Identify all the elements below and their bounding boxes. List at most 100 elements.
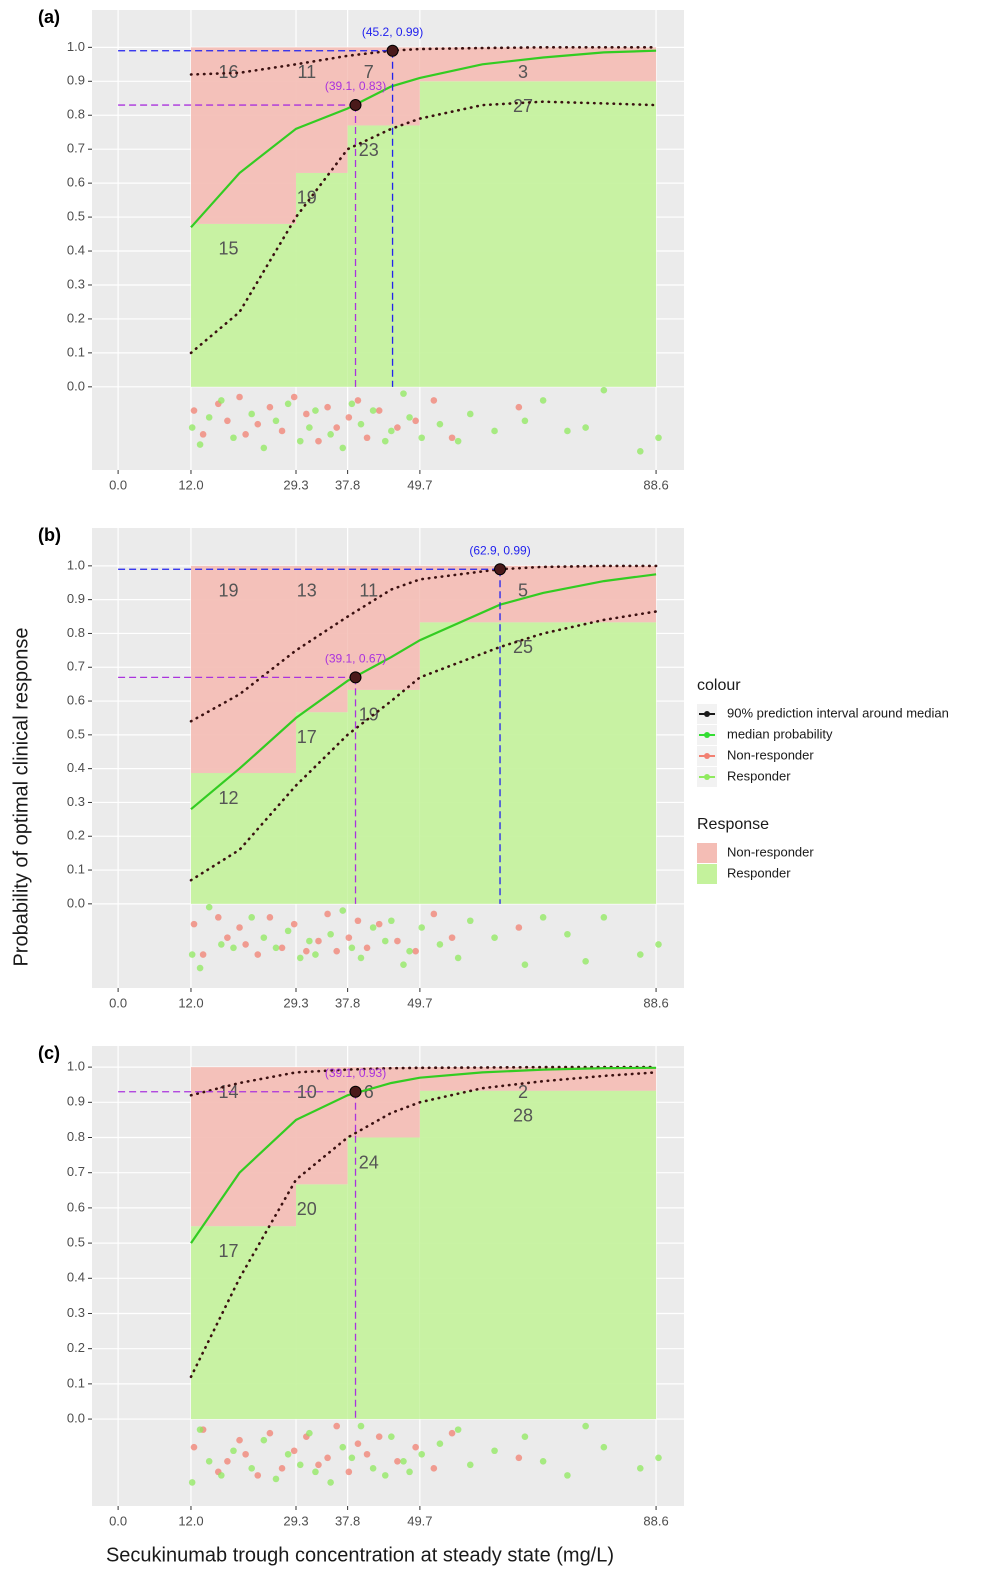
non-responder-count: 7 — [364, 62, 374, 82]
responder-count: 27 — [513, 96, 533, 116]
non-responder-point — [290, 920, 298, 928]
y-tick-label: 0.4 — [67, 1270, 85, 1285]
non-responder-point — [278, 1465, 286, 1472]
legend-title: colour — [697, 677, 741, 694]
non-responder-count: 16 — [218, 62, 238, 82]
responder-point — [230, 944, 237, 952]
non-responder-point — [190, 1443, 198, 1451]
legend-key-dot — [704, 753, 710, 759]
responder-count: 15 — [218, 239, 238, 259]
responder-point — [218, 397, 225, 404]
non-responder-point — [333, 947, 340, 955]
y-tick-label: 0.9 — [67, 1094, 85, 1109]
responder-point — [436, 941, 444, 948]
non-responder-point — [448, 934, 456, 941]
y-tick-label: 0.4 — [67, 760, 85, 775]
responder-point — [521, 961, 529, 968]
responder-point — [196, 964, 204, 972]
y-tick-label: 0.9 — [67, 73, 85, 88]
non-responder-point — [303, 410, 310, 418]
responder-count: 19 — [359, 705, 379, 725]
responder-point — [369, 924, 377, 931]
non-responder-point — [430, 1465, 438, 1472]
panel-tag: (a) — [38, 7, 60, 27]
responder-point — [381, 1472, 389, 1479]
non-responder-point — [354, 1440, 362, 1448]
responder-point — [312, 407, 319, 414]
responder-point — [636, 951, 644, 958]
non-responder-count: 13 — [297, 581, 317, 601]
x-tick-label: 12.0 — [178, 477, 203, 492]
responder-point — [369, 407, 377, 414]
responder-point — [388, 917, 395, 925]
annotation-label: (39.1, 0.93) — [325, 1066, 386, 1080]
responder-point — [582, 957, 589, 965]
non-responder-count: 11 — [359, 581, 378, 601]
legend-label: Responder — [727, 865, 791, 880]
responder-point — [284, 927, 292, 935]
y-tick-label: 0.0 — [67, 378, 85, 393]
responder-point — [381, 437, 389, 445]
responder-point — [564, 427, 571, 435]
y-tick-label: 0.2 — [67, 828, 85, 843]
responder-point — [306, 937, 313, 945]
non-responder-point — [315, 937, 322, 945]
responder-bar — [296, 1184, 348, 1420]
responder-point — [327, 431, 334, 438]
responder-point — [539, 1458, 547, 1465]
responder-point — [454, 1426, 462, 1433]
annotation-point — [349, 1085, 362, 1098]
x-tick-label: 49.7 — [407, 477, 432, 492]
responder-point — [188, 1479, 196, 1486]
responder-point — [188, 951, 196, 958]
responder-point — [466, 1461, 474, 1469]
median-line — [190, 573, 657, 811]
responder-point — [636, 448, 644, 455]
median-line — [190, 49, 657, 229]
responder-bar — [296, 172, 348, 387]
responder-point — [339, 444, 347, 452]
responder-point — [406, 1468, 413, 1476]
non-responder-point — [199, 431, 207, 438]
x-tick-label: 88.6 — [643, 1513, 668, 1528]
non-responder-bar — [296, 1067, 348, 1185]
panel-tag: (b) — [38, 525, 61, 545]
non-responder-bar — [190, 47, 297, 224]
responder-bar — [419, 1090, 657, 1420]
y-tick-label: 0.7 — [67, 659, 85, 674]
y-tick-label: 0.6 — [67, 1199, 85, 1214]
non-responder-point — [324, 910, 331, 918]
responder-point — [196, 441, 204, 448]
responder-point — [388, 427, 395, 435]
x-tick-label: 12.0 — [178, 995, 203, 1010]
responder-point — [655, 434, 662, 442]
responder-point — [369, 1465, 377, 1472]
responder-point — [400, 961, 407, 968]
non-responder-point — [315, 1461, 322, 1469]
responder-point — [327, 1479, 334, 1486]
non-responder-point — [394, 424, 401, 431]
y-tick-label: 0.5 — [67, 1235, 85, 1250]
non-responder-point — [375, 920, 383, 928]
responder-point — [521, 1433, 529, 1440]
legend-label: Responder — [727, 768, 791, 783]
non-responder-count: 2 — [518, 1082, 528, 1102]
responder-point — [436, 420, 444, 428]
y-tick-label: 0.6 — [67, 692, 85, 707]
non-responder-bar — [347, 565, 420, 690]
responder-point — [312, 1468, 319, 1476]
non-responder-point — [290, 1447, 298, 1455]
x-axis-label: Secukinumab trough concentration at stea… — [106, 1544, 614, 1566]
non-responder-point — [224, 934, 231, 941]
x-tick-label: 0.0 — [109, 477, 127, 492]
x-tick-label: 88.6 — [643, 477, 668, 492]
legend-label: median probability — [727, 726, 833, 741]
responder-bar — [347, 689, 420, 904]
responder-point — [491, 427, 498, 435]
responder-point — [218, 1472, 225, 1479]
responder-point — [454, 437, 462, 445]
panel-tag: (c) — [38, 1043, 60, 1063]
non-responder-point — [236, 393, 243, 401]
non-responder-point — [190, 407, 198, 414]
